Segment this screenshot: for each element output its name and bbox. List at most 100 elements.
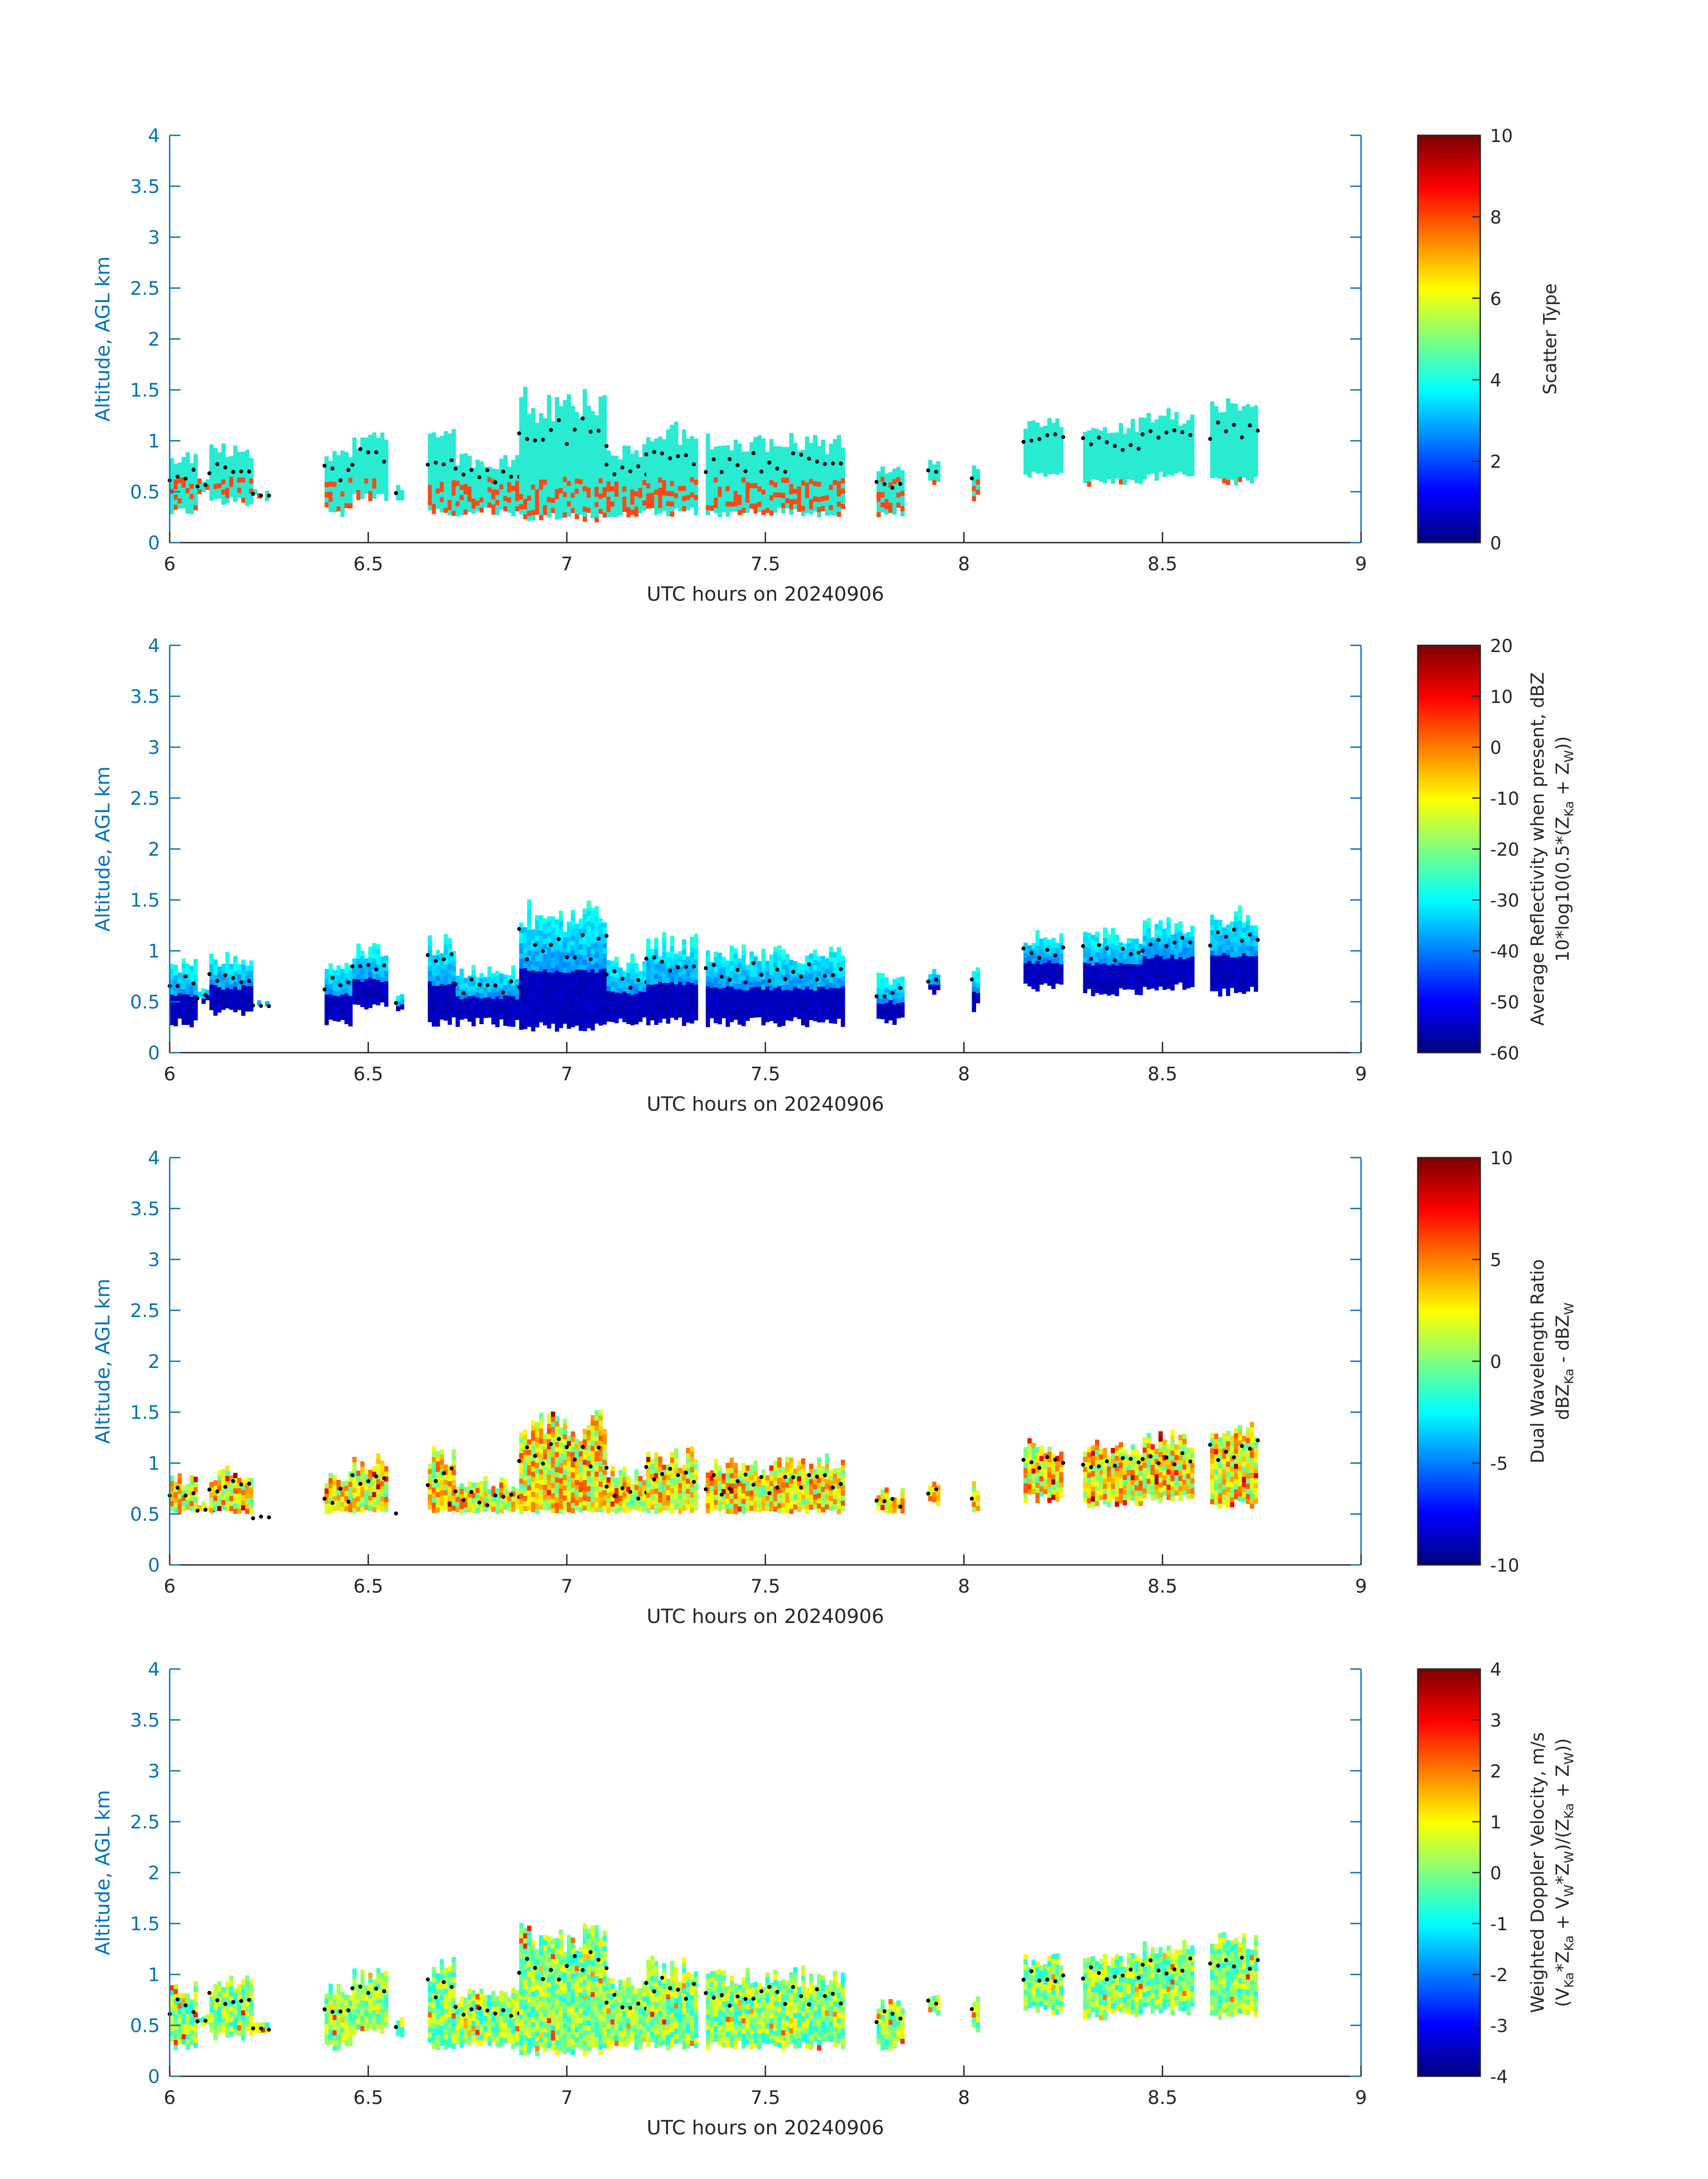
heatmap-cell: [329, 968, 333, 974]
cloud-top-dot: [815, 977, 819, 981]
heatmap-cell: [825, 490, 829, 495]
heatmap-cell: [384, 470, 388, 476]
heatmap-cell: [384, 455, 388, 460]
heatmap-cell: [563, 446, 567, 452]
heatmap-cell: [380, 453, 384, 458]
heatmap-cell: [749, 478, 753, 483]
heatmap-cell: [372, 948, 376, 954]
heatmap-cell: [678, 1012, 682, 1018]
heatmap-cell: [694, 1015, 698, 1020]
heatmap-cell: [174, 975, 178, 980]
heatmap-cell: [249, 996, 253, 1001]
heatmap-cell: [734, 450, 738, 456]
heatmap-cell: [829, 454, 833, 459]
cloud-top-dot: [791, 452, 795, 456]
heatmap-cell: [1095, 429, 1099, 434]
heatmap-cell: [459, 1014, 464, 1020]
heatmap-cell: [606, 502, 610, 507]
heatmap-cell: [579, 448, 583, 454]
heatmap-cell: [440, 487, 444, 492]
heatmap-cell: [213, 453, 217, 459]
heatmap-cell: [1210, 468, 1214, 473]
heatmap-cell: [1158, 446, 1162, 452]
heatmap-cell: [472, 473, 476, 478]
heatmap-cell: [1222, 412, 1226, 417]
cloud-top-dot: [338, 983, 342, 987]
heatmap-cell: [881, 973, 885, 979]
heatmap-cell: [602, 466, 606, 472]
heatmap-cell: [245, 996, 249, 1001]
heatmap-cell: [186, 452, 190, 458]
heatmap-cell: [738, 999, 742, 1004]
heatmap-cell: [543, 469, 547, 474]
heatmap-cell: [543, 494, 547, 500]
heatmap-cell: [440, 984, 444, 989]
heatmap-cell: [602, 456, 606, 462]
heatmap-cell: [1166, 464, 1170, 470]
heatmap-cell: [1230, 408, 1234, 414]
heatmap-cell: [730, 986, 734, 991]
heatmap-cell: [674, 999, 678, 1004]
heatmap-cell: [781, 508, 785, 513]
heatmap-cell: [722, 1013, 726, 1018]
heatmap-cell: [241, 492, 245, 498]
heatmap-cell: [809, 448, 813, 453]
heatmap-cell: [694, 1005, 698, 1010]
heatmap-cell: [491, 468, 495, 474]
heatmap-cell: [591, 513, 595, 519]
cloud-top-dot: [366, 450, 370, 454]
heatmap-cell: [682, 954, 686, 960]
heatmap-cell: [746, 985, 750, 990]
colorbar-step: [1418, 511, 1480, 514]
heatmap-cell: [579, 924, 583, 929]
heatmap-cell: [881, 492, 885, 497]
heatmap-cell: [587, 492, 591, 498]
heatmap-cell: [690, 978, 694, 983]
heatmap-cell: [1234, 444, 1238, 450]
heatmap-cell: [742, 508, 746, 513]
heatmap-cell: [587, 406, 591, 411]
heatmap-cell: [1174, 412, 1178, 418]
heatmap-cell: [837, 466, 841, 471]
heatmap-cell: [186, 964, 190, 969]
heatmap-cell: [329, 1014, 333, 1020]
heatmap-cell: [1047, 428, 1051, 434]
heatmap-cell: [380, 438, 384, 443]
cloud-top-dot: [493, 481, 497, 485]
heatmap-cell: [825, 505, 829, 510]
colorbar-step: [1418, 358, 1480, 362]
heatmap-cell: [877, 978, 881, 983]
heatmap-cell: [610, 486, 614, 491]
heatmap-cell: [428, 439, 432, 444]
heatmap-cell: [1139, 438, 1143, 443]
colorbar-step: [1418, 387, 1480, 390]
heatmap-cell: [217, 966, 221, 972]
heatmap-cell: [575, 1010, 579, 1016]
heatmap-cell: [710, 470, 714, 475]
heatmap-cell: [217, 987, 221, 992]
heatmap-cell: [579, 464, 583, 469]
heatmap-cell: [734, 1004, 738, 1010]
y-tick-label: 2.5: [130, 277, 160, 299]
heatmap-cell: [694, 984, 698, 990]
heatmap-cell: [178, 478, 182, 483]
heatmap-cell: [1170, 440, 1174, 445]
heatmap-cell: [579, 1000, 583, 1005]
heatmap-cell: [1218, 473, 1222, 479]
heatmap-cell: [515, 465, 519, 471]
heatmap-cell: [519, 933, 523, 938]
heatmap-cell: [706, 1012, 710, 1017]
heatmap-cell: [726, 970, 730, 976]
heatmap-cell: [674, 483, 678, 488]
cloud-top-dot: [970, 978, 974, 982]
heatmap-cell: [551, 472, 555, 477]
heatmap-cell: [654, 964, 658, 969]
heatmap-cell: [237, 1005, 241, 1010]
colorbar-step: [1418, 517, 1480, 521]
heatmap-cell: [1143, 468, 1147, 474]
heatmap-cell: [547, 1008, 551, 1013]
heatmap-cell: [563, 993, 567, 998]
heatmap-cell: [773, 482, 777, 487]
heatmap-cell: [567, 937, 571, 942]
heatmap-cell: [595, 978, 599, 983]
